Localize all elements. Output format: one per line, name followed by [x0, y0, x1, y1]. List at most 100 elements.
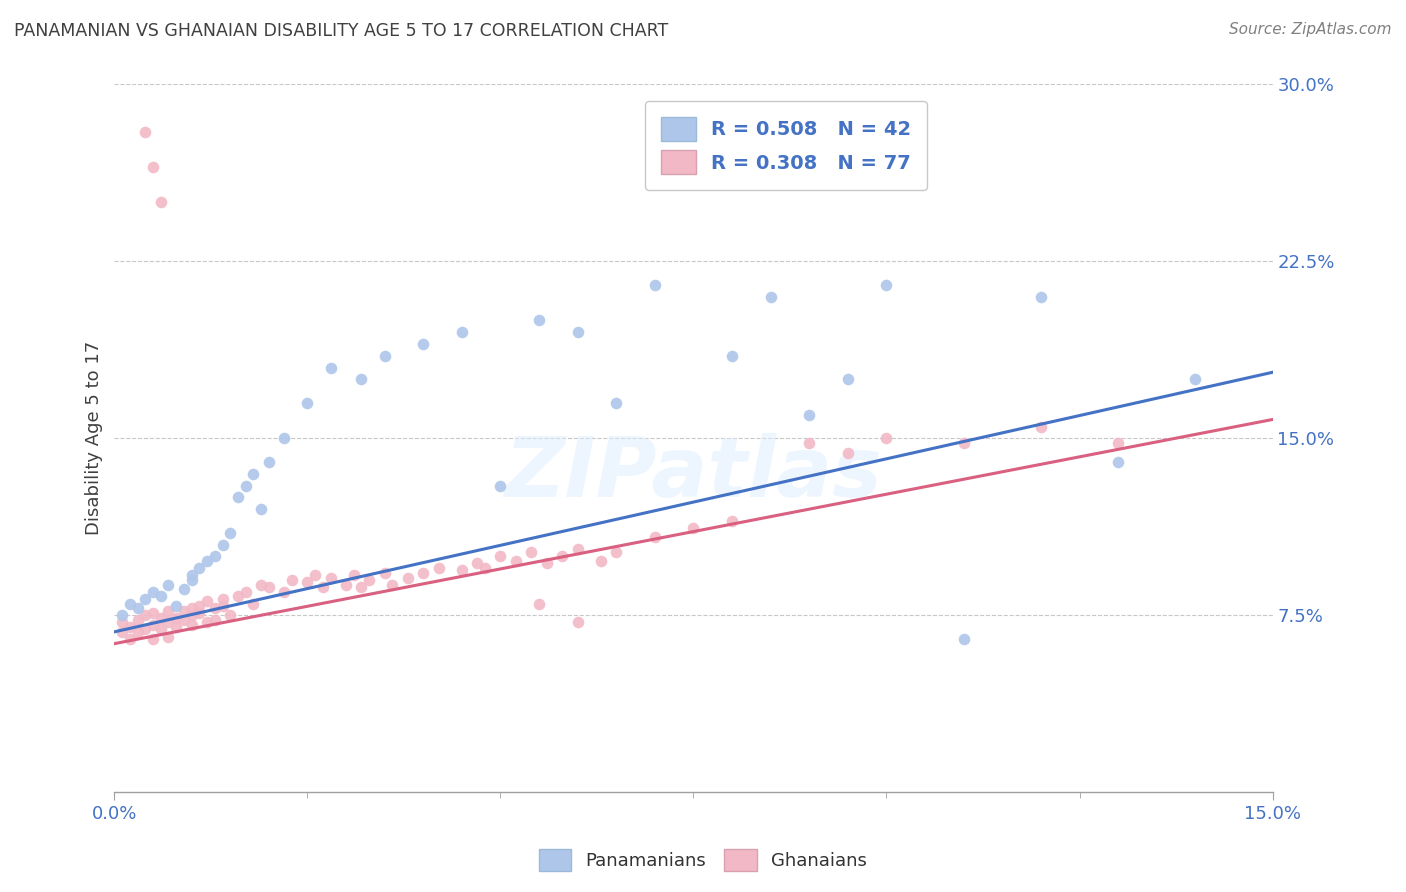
Point [450, 325, 472, 339]
Point [281, 573, 304, 587]
Point [165, 599, 187, 613]
Legend: Panamanians, Ghanaians: Panamanians, Ghanaians [531, 842, 875, 879]
Point [799, 408, 821, 422]
Point [142, 160, 165, 174]
Point [605, 544, 627, 558]
Point [219, 608, 242, 623]
Point [173, 604, 195, 618]
Point [157, 604, 180, 618]
Point [142, 606, 165, 620]
Point [1107, 436, 1129, 450]
Point [111, 608, 134, 623]
Point [396, 571, 419, 585]
Point [605, 396, 627, 410]
Point [799, 436, 821, 450]
Point [837, 372, 859, 386]
Point [952, 436, 974, 450]
Point [165, 620, 187, 634]
Point [837, 445, 859, 459]
Point [876, 278, 898, 293]
Point [111, 615, 134, 630]
Point [188, 606, 211, 620]
Text: PANAMANIAN VS GHANAIAN DISABILITY AGE 5 TO 17 CORRELATION CHART: PANAMANIAN VS GHANAIAN DISABILITY AGE 5 … [14, 22, 668, 40]
Point [589, 554, 612, 568]
Point [551, 549, 574, 564]
Point [1107, 455, 1129, 469]
Point [134, 125, 156, 139]
Point [350, 372, 373, 386]
Point [374, 566, 396, 580]
Point [312, 580, 335, 594]
Point [219, 525, 242, 540]
Point [1029, 419, 1052, 434]
Point [520, 544, 543, 558]
Point [195, 594, 218, 608]
Point [211, 599, 233, 613]
Point [142, 617, 165, 632]
Point [257, 455, 280, 469]
Point [165, 610, 187, 624]
Point [157, 577, 180, 591]
Point [180, 601, 202, 615]
Point [644, 531, 666, 545]
Point [273, 584, 295, 599]
Point [319, 360, 342, 375]
Point [204, 601, 226, 615]
Point [304, 568, 326, 582]
Point [149, 610, 172, 624]
Point [319, 571, 342, 585]
Point [127, 613, 149, 627]
Point [450, 564, 472, 578]
Point [374, 349, 396, 363]
Point [350, 580, 373, 594]
Point [134, 623, 156, 637]
Point [465, 557, 488, 571]
Point [489, 478, 512, 492]
Point [195, 554, 218, 568]
Point [235, 584, 257, 599]
Point [876, 431, 898, 445]
Point [173, 613, 195, 627]
Text: Source: ZipAtlas.com: Source: ZipAtlas.com [1229, 22, 1392, 37]
Point [427, 561, 450, 575]
Point [343, 568, 366, 582]
Point [118, 597, 141, 611]
Point [335, 577, 357, 591]
Point [134, 608, 156, 623]
Point [118, 620, 141, 634]
Point [381, 577, 404, 591]
Y-axis label: Disability Age 5 to 17: Disability Age 5 to 17 [86, 342, 103, 535]
Point [188, 561, 211, 575]
Text: ZIPatlas: ZIPatlas [505, 434, 883, 515]
Point [412, 337, 434, 351]
Point [142, 632, 165, 646]
Point [567, 325, 589, 339]
Point [142, 584, 165, 599]
Point [226, 491, 249, 505]
Point [127, 624, 149, 639]
Point [180, 568, 202, 582]
Point [149, 590, 172, 604]
Point [157, 630, 180, 644]
Point [157, 615, 180, 630]
Point [134, 591, 156, 606]
Point [180, 573, 202, 587]
Point [721, 514, 744, 528]
Point [180, 617, 202, 632]
Point [204, 613, 226, 627]
Point [1184, 372, 1206, 386]
Point [149, 195, 172, 210]
Point [211, 591, 233, 606]
Point [235, 478, 257, 492]
Point [118, 632, 141, 646]
Point [273, 431, 295, 445]
Point [682, 521, 704, 535]
Point [297, 396, 319, 410]
Point [211, 537, 233, 551]
Point [204, 549, 226, 564]
Point [527, 597, 550, 611]
Point [180, 608, 202, 623]
Point [257, 580, 280, 594]
Point [567, 542, 589, 557]
Point [759, 290, 782, 304]
